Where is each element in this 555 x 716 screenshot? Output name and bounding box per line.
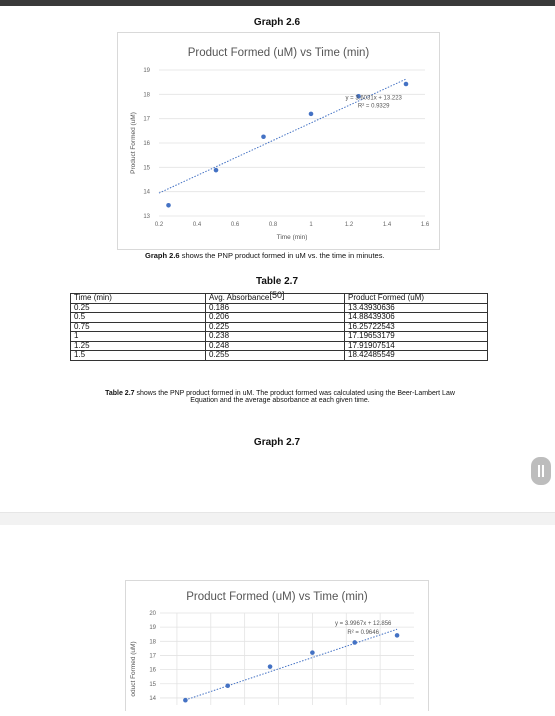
table-row: 1.5 0.255 18.42485549 — [70, 350, 488, 361]
cell-product: 14.88439306 — [344, 312, 488, 323]
y-tick-label: 18 — [149, 639, 156, 645]
table-header-row: Time (min) Avg. Absorbance Product Forme… — [70, 293, 488, 304]
cell-time: 1 — [70, 331, 206, 342]
page-scroll-handle[interactable] — [531, 457, 551, 485]
data-point — [183, 697, 188, 703]
table-2-7: Time (min) Avg. Absorbance Product Forme… — [70, 293, 488, 361]
y-tick-label: 14 — [143, 190, 150, 196]
graph-2-7-svg: Product Formed (uM) vs Time (min) 14 15 16 1… — [130, 591, 414, 705]
trendline — [185, 628, 398, 701]
cell-time: 1.5 — [70, 350, 206, 361]
table-2-7-caption: Table 2.7 shows the PNP product formed i… — [70, 390, 490, 404]
table-row: 0.5 0.206 14.88439306 — [70, 312, 488, 323]
cell-time: 1.25 — [70, 340, 206, 351]
y-tick-label: 14 — [149, 696, 156, 702]
table-2-7-title: Table 2.7 — [255, 276, 299, 287]
chart-title: Product Formed (uM) vs Time (min) — [186, 591, 368, 603]
data-point — [356, 94, 361, 99]
graph-2-6-chart: Product Formed (uM) vs Time (min) 13 14 15 1… — [117, 32, 440, 250]
y-axis-label: oduct Formed (uM) — [130, 641, 137, 696]
y-tick-label: 13 — [143, 214, 150, 220]
data-point — [394, 633, 400, 638]
table-2-7-body: Time (min) Avg. Absorbance Product Forme… — [70, 293, 488, 361]
graph-2-7-heading: Graph 2.7 — [253, 437, 301, 448]
table-row: 1.25 0.248 17.91907514 — [70, 340, 488, 351]
x-tick-label: 1.6 — [421, 222, 430, 228]
x-tick-label: 0.2 — [155, 222, 164, 228]
y-tick-label: 15 — [143, 165, 150, 171]
data-point — [213, 167, 219, 173]
x-tick-label: 1.4 — [383, 222, 392, 228]
cell-product: 17.19653179 — [344, 331, 488, 342]
data-point — [308, 111, 314, 117]
x-tick-label: 0.6 — [231, 222, 240, 228]
data-point — [310, 650, 315, 655]
table-2-7-caption-line1: shows the PNP product formed in uM. The … — [134, 390, 455, 397]
document-page-2: Product Formed (uM) vs Time (min) 14 15 16 1… — [0, 525, 555, 711]
cell-time: 0.5 — [70, 312, 206, 323]
graph-2-7-chart: Product Formed (uM) vs Time (min) 14 15 16 1… — [125, 580, 429, 711]
x-tick-label: 0.4 — [193, 222, 202, 228]
graph-2-6-caption-bold: Graph 2.6 — [145, 251, 180, 260]
chart-title: Product Formed (uM) vs Time (min) — [188, 47, 370, 59]
cell-absorbance: 0.206 — [205, 312, 345, 323]
page-break — [0, 512, 555, 525]
cell-absorbance: 0.238 — [205, 331, 345, 342]
column-header-time: Time (min) — [70, 293, 206, 304]
trendline-equation: y = 3.6031x + 13.223 — [346, 95, 403, 101]
table-row: 0.75 0.225 16.25722543 — [70, 321, 488, 332]
y-tick-label: 17 — [143, 117, 150, 123]
y-tick-label: 17 — [149, 653, 156, 659]
x-tick-label: 1.2 — [345, 222, 354, 228]
table-row: 0.25 0.186 13.43930636 — [70, 302, 488, 313]
graph-2-6-caption: Graph 2.6 shows the PNP product formed i… — [145, 251, 445, 260]
scroll-handle-grip-left — [538, 465, 540, 477]
y-tick-label: 18 — [143, 92, 150, 98]
data-point — [261, 134, 266, 140]
y-tick-label: 20 — [149, 611, 156, 617]
cell-time: 0.75 — [70, 321, 206, 332]
table-2-7-caption-line2: Equation and the average absorbance at e… — [190, 397, 370, 404]
table-2-7-caption-bold: Table 2.7 — [105, 390, 135, 397]
y-tick-label: 19 — [143, 68, 150, 74]
trendline — [158, 78, 407, 194]
trendline-r-squared: R² = 0.9329 — [358, 103, 390, 109]
data-point — [267, 664, 273, 669]
trendline-equation: y = 3.9967x + 12.856 — [335, 621, 392, 627]
scroll-handle-grip-right — [542, 465, 544, 477]
x-tick-label: 1 — [309, 222, 313, 228]
graph-2-6-heading: Graph 2.6 — [253, 17, 301, 28]
y-tick-label: 15 — [149, 682, 156, 688]
graph-2-6-svg: Product Formed (uM) vs Time (min) 13 14 15 1… — [130, 47, 430, 241]
document-page-1: Graph 2.6 Product Formed (uM) vs Time (m… — [0, 6, 555, 512]
column-header-absorbance: Avg. Absorbance — [205, 293, 345, 304]
data-point — [225, 683, 231, 689]
y-tick-label: 19 — [149, 625, 156, 631]
browser-top-bar — [0, 0, 555, 6]
y-tick-label: 16 — [149, 668, 156, 674]
y-axis-label: Product Formed (uM) — [130, 112, 137, 174]
table-row: 1 0.238 17.19653179 — [70, 331, 488, 342]
trendline-r-squared: R² = 0.9646 — [347, 630, 379, 636]
data-point — [403, 81, 409, 87]
column-header-product: Product Formed (uM) — [344, 293, 488, 304]
y-tick-label: 16 — [143, 141, 150, 147]
cell-time: 0.25 — [70, 302, 206, 313]
cell-product: 18.42485549 — [344, 350, 488, 361]
data-point — [166, 203, 171, 208]
cell-absorbance: 0.255 — [205, 350, 345, 361]
graph-2-6-caption-text: shows the PNP product formed in uM vs. t… — [179, 251, 385, 260]
x-tick-label: 0.8 — [269, 222, 278, 228]
data-point — [352, 640, 358, 645]
x-axis-label: Time (min) — [277, 234, 308, 241]
